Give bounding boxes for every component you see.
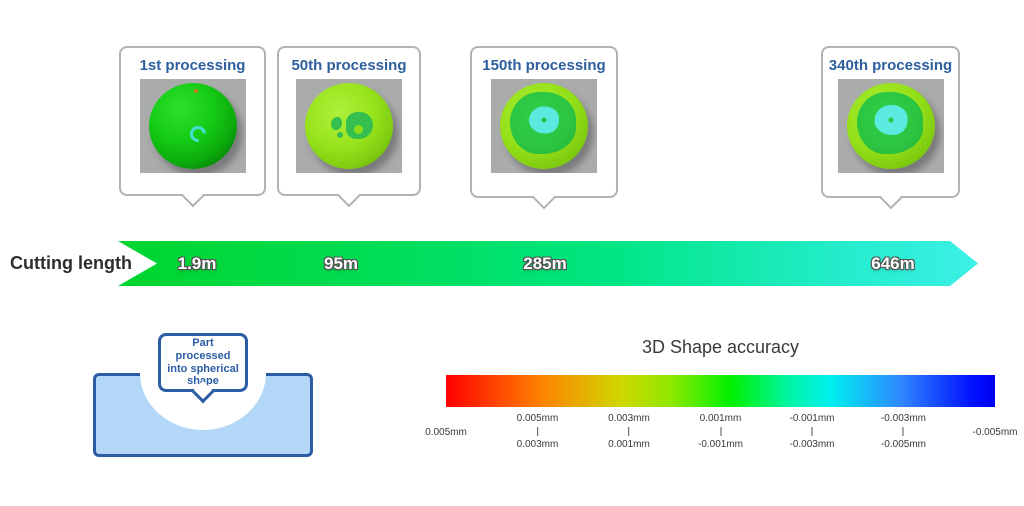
deviation-blob bbox=[331, 117, 343, 131]
scale-end-label-right: -0.005mm bbox=[972, 427, 1018, 438]
accuracy-scale: 3D Shape accuracy 0.005mm -0.005mm 0.005… bbox=[425, 337, 1017, 462]
cutting-length-label: Cutting length bbox=[10, 253, 132, 273]
tick-label-bottom: 0.003mm bbox=[516, 439, 559, 450]
scale-end-label-left: 0.005mm bbox=[425, 427, 467, 438]
deviation-blob bbox=[346, 112, 374, 140]
stage-title: 1st processing bbox=[139, 57, 246, 74]
scale-tick-group: 0.001mm -0.001mm bbox=[698, 413, 743, 450]
sphere-scan-image-4 bbox=[846, 83, 935, 169]
cutting-length-value: 1.9m bbox=[177, 254, 217, 273]
stage-callout-4: 340th processing bbox=[821, 46, 960, 210]
scale-tick-group: -0.001mm -0.003mm bbox=[789, 413, 834, 450]
tick-label-top: -0.003mm bbox=[880, 413, 926, 424]
tick-label-bottom: -0.005mm bbox=[880, 439, 926, 450]
tick-label-top: 0.005mm bbox=[516, 413, 559, 424]
tick-label-top: 0.001mm bbox=[699, 413, 742, 424]
sphere-scan-frame bbox=[139, 79, 246, 173]
tick-label-top: 0.003mm bbox=[608, 413, 650, 424]
deviation-blob-hole bbox=[354, 125, 364, 135]
sphere-scan-image-1 bbox=[148, 83, 237, 169]
stage-callout-2: 50th processing bbox=[277, 46, 421, 208]
defect-dot bbox=[194, 89, 199, 94]
callout-arrow-icon bbox=[532, 186, 556, 210]
stage-callout-1: 1st processing bbox=[119, 46, 266, 208]
cutting-length-value: 646m bbox=[871, 254, 915, 273]
cutting-length-value: 95m bbox=[323, 254, 359, 273]
cutting-length-arrow: 1.9m 95m 285m 646m bbox=[118, 241, 978, 286]
center-dot bbox=[888, 117, 893, 123]
tick-mark bbox=[628, 427, 630, 436]
scale-tick-group: 0.003mm 0.001mm bbox=[608, 413, 650, 450]
sphere-scan-frame bbox=[837, 79, 944, 173]
tick-mark bbox=[537, 427, 538, 436]
callout-arrow-icon bbox=[879, 186, 902, 210]
scale-tick-group: -0.003mm -0.005mm bbox=[881, 413, 926, 450]
tick-mark bbox=[902, 427, 904, 436]
scale-tick-group: 0.005mm 0.003mm bbox=[517, 413, 559, 450]
stage-title: 340th processing bbox=[828, 57, 953, 74]
part-callout: Part processed into spherical shape bbox=[158, 333, 248, 404]
tick-label-bottom: -0.003mm bbox=[789, 439, 835, 450]
sphere-scan-image-2 bbox=[305, 83, 393, 169]
tick-mark bbox=[811, 427, 813, 436]
tick-mark bbox=[719, 427, 721, 436]
accuracy-scale-title: 3D Shape accuracy bbox=[641, 337, 800, 357]
tick-label-top: -0.001mm bbox=[789, 413, 835, 424]
sphere-scan-frame bbox=[491, 79, 597, 173]
stage-callout-3: 150th processing bbox=[470, 46, 618, 210]
accuracy-gradient-bar bbox=[446, 375, 995, 407]
callout-arrow-icon bbox=[337, 184, 361, 208]
stage-title: 150th processing bbox=[482, 57, 606, 74]
tick-label-bottom: 0.001mm bbox=[608, 439, 650, 450]
deviation-blob bbox=[336, 132, 343, 139]
sphere-scan-frame bbox=[296, 79, 402, 173]
center-c-mark bbox=[186, 122, 210, 146]
sphere-scan-image-3 bbox=[500, 83, 588, 169]
cutting-length-value: 285m bbox=[523, 254, 567, 273]
tick-label-bottom: -0.001mm bbox=[697, 439, 744, 450]
stage-title: 50th processing bbox=[291, 57, 407, 74]
center-dot bbox=[541, 117, 547, 123]
callout-arrow-icon bbox=[181, 184, 204, 208]
